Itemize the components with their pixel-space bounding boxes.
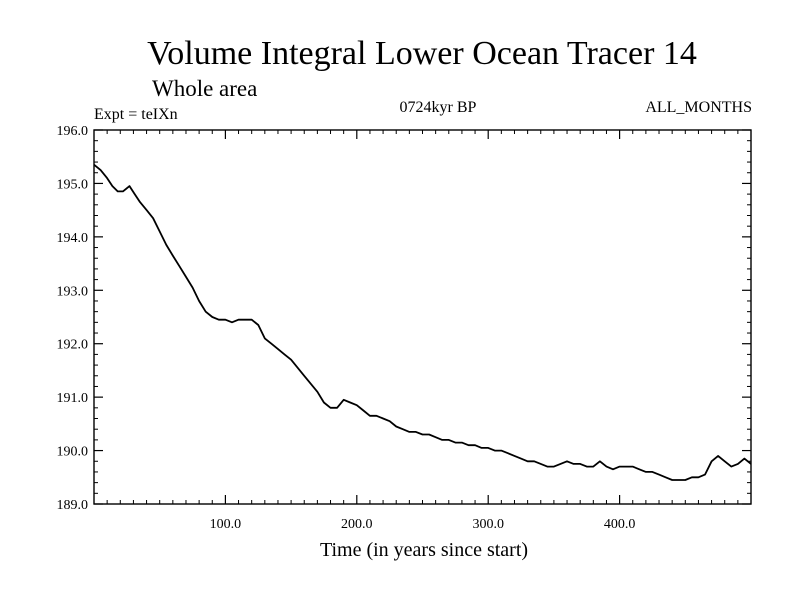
chart-title: Volume Integral Lower Ocean Tracer 14: [147, 35, 697, 72]
plot-frame: [93, 129, 752, 505]
x-tick-label: 100.0: [210, 517, 242, 532]
y-tick-label: 191.0: [57, 391, 89, 406]
expt-label: Expt = teIXn: [94, 106, 178, 123]
series-layer: [93, 164, 752, 481]
x-axis-label: Time (in years since start): [320, 539, 528, 561]
y-tick-label: 196.0: [57, 124, 89, 139]
period-label: 0724kyr BP: [400, 99, 477, 116]
x-axis: 100.0 200.0 300.0 400.0: [106, 130, 739, 532]
x-tick-label: 400.0: [604, 517, 636, 532]
y-tick-label: 195.0: [57, 177, 89, 192]
y-tick-label: 189.0: [57, 498, 89, 513]
months-label: ALL_MONTHS: [645, 99, 752, 116]
y-tick-label: 192.0: [57, 338, 89, 353]
x-tick-label: 300.0: [472, 517, 504, 532]
y-tick-label: 194.0: [57, 231, 89, 246]
series-line-0: [93, 164, 752, 481]
y-tick-label: 190.0: [57, 445, 89, 460]
y-tick-label: 193.0: [57, 284, 89, 299]
x-tick-label: 200.0: [341, 517, 373, 532]
chart-subtitle: Whole area: [152, 76, 257, 101]
y-axis: 189.0 190.0 191.0 192.0 193.0 194.0 195.0 196.0: [57, 124, 751, 513]
